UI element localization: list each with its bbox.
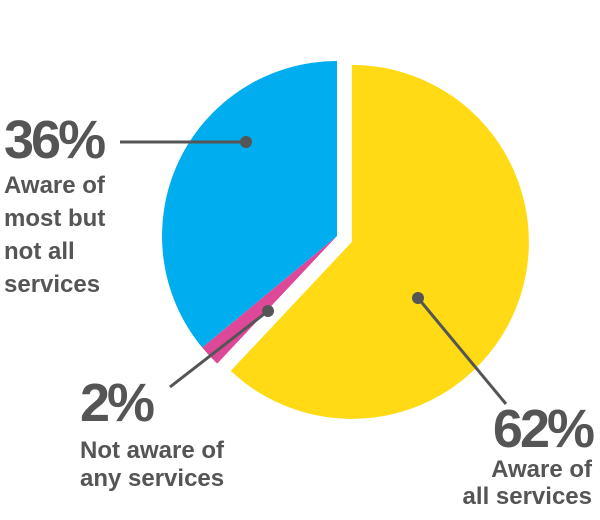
slice-label-2-line-1: most but bbox=[4, 205, 105, 232]
slice-label-2-line-2: not all bbox=[4, 238, 75, 265]
slice-label-1-line-1: any services bbox=[80, 465, 224, 492]
percent-label-2: 36% bbox=[4, 110, 105, 170]
leader-dot-2 bbox=[240, 136, 252, 148]
pie-slice-2 bbox=[162, 61, 337, 348]
slice-label-0-line-0: Aware of bbox=[491, 456, 593, 483]
pie-slice-1 bbox=[202, 236, 337, 364]
pie-slice-0 bbox=[230, 64, 529, 419]
percent-label-0: 62% bbox=[493, 399, 594, 459]
leader-line-1 bbox=[169, 309, 269, 389]
slice-label-2-line-0: Aware of bbox=[4, 172, 106, 199]
slice-label-1-line-0: Not aware of bbox=[80, 437, 225, 464]
slice-label-0-line-1: all services bbox=[463, 483, 592, 510]
slice-label-2-line-3: services bbox=[4, 271, 100, 298]
percent-label-1: 2% bbox=[80, 373, 154, 433]
leader-dot-0 bbox=[412, 292, 424, 304]
leader-line-0 bbox=[416, 297, 508, 405]
leader-dot-1 bbox=[262, 305, 274, 317]
